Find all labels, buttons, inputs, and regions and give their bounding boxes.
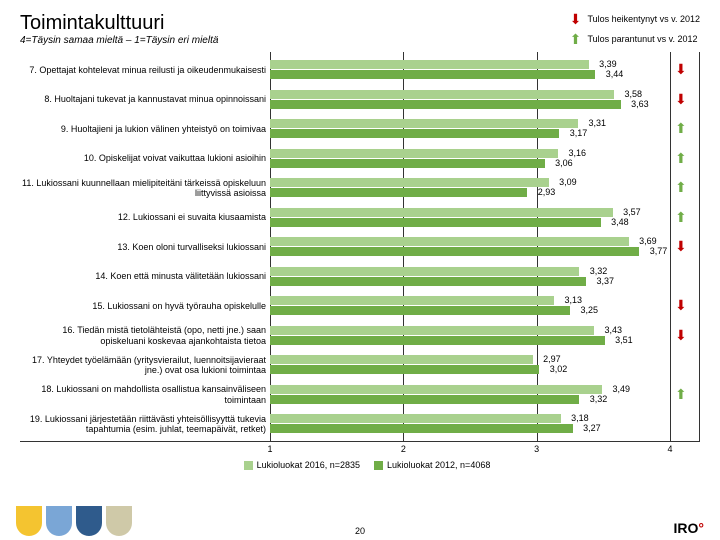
bar-value: 2,97 [543,354,561,364]
xtick: 2 [401,444,406,454]
bar-value: 3,32 [590,394,608,404]
arrow-up-icon: ⬆ [675,180,687,194]
xtick: 1 [267,444,272,454]
item-label: 10. Opiskelijat voivat vaikuttaa lukioni… [20,153,270,163]
item-label: 13. Koen oloni turvalliseksi lukiossani [20,242,270,252]
bar: 3,48 [270,218,601,227]
legend-swatch [374,461,383,470]
arrow-down-icon: ⬇ [675,298,687,312]
bar-value: 3,02 [550,364,568,374]
bar: 3,32 [270,267,579,276]
bar-value: 3,13 [564,295,582,305]
bar: 3,39 [270,60,589,69]
arrow-down-icon: ⬇ [675,92,687,106]
legend-label: Lukioluokat 2016, n=2835 [257,460,360,470]
item-label: 7. Opettajat kohtelevat minua reilusti j… [20,65,270,75]
bar: 3,27 [270,424,573,433]
bar-value: 3,57 [623,207,641,217]
bar: 2,93 [270,188,527,197]
bar: 3,44 [270,70,595,79]
item-label: 17. Yhteydet työelämään (yritysvierailut… [20,355,270,376]
trend-legend: ⬇ Tulos heikentynyt vs v. 2012 ⬆ Tulos par… [569,12,700,46]
bar: 3,32 [270,395,579,404]
bar: 3,13 [270,296,554,305]
bar: 3,37 [270,277,586,286]
bar-value: 3,17 [570,128,588,138]
bar: 3,63 [270,100,621,109]
page-title: Toimintakulttuuri [20,12,218,35]
logo: IRO° [674,520,705,536]
arrow-down-icon: ⬇ [675,328,687,342]
bar: 3,43 [270,326,594,335]
crest-icon [16,506,42,536]
trend-worse-label: Tulos heikentynyt vs v. 2012 [587,14,700,24]
bar-value: 3,16 [568,148,586,158]
item-label: 12. Lukiossani ei suvaita kiusaamista [20,212,270,222]
series-legend: Lukioluokat 2016, n=2835 Lukioluokat 2012… [20,460,700,470]
bar: 3,69 [270,237,629,246]
xtick: 4 [667,444,672,454]
bar-value: 3,77 [650,246,668,256]
bar: 3,57 [270,208,613,217]
bar-value: 2,93 [538,187,556,197]
item-label: 19. Lukiossani järjestetään riittävästi … [20,414,270,435]
crest-icon [46,506,72,536]
legend-label: Lukioluokat 2012, n=4068 [387,460,490,470]
crest-icon [106,506,132,536]
bar-value: 3,06 [555,158,573,168]
page-number: 20 [355,526,365,536]
item-label: 14. Koen että minusta välitetään lukioss… [20,271,270,281]
crest-icon [76,506,102,536]
bar-value: 3,18 [571,413,589,423]
bar: 3,17 [270,129,559,138]
bar-value: 3,49 [612,384,630,394]
arrow-up-icon: ⬆ [675,121,687,135]
item-label: 11. Lukiossani kuunnellaan mielipiteitän… [20,178,270,199]
bar-value: 3,48 [611,217,629,227]
legend-swatch [244,461,253,470]
arrow-up-icon: ⬆ [675,387,687,401]
item-label: 15. Lukiossani on hyvä työrauha opiskelu… [20,301,270,311]
bar-value: 3,32 [590,266,608,276]
bar: 3,06 [270,159,545,168]
bar: 3,58 [270,90,614,99]
item-label: 16. Tiedän mistä tietolähteistä (opo, ne… [20,325,270,346]
chart: ⬇ ⬇ ⬆ ⬆ ⬆ ⬆ ⬇ ⬇ ⬇ ⬆ 7. Opettajat kohtelevat minua … [20,52,700,470]
bar-value: 3,69 [639,236,657,246]
bar: 3,18 [270,414,561,423]
bar: 3,51 [270,336,605,345]
bar: 2,97 [270,355,533,364]
arrow-up-icon: ⬆ [675,210,687,224]
arrow-up-icon: ⬆ [675,151,687,165]
trend-better-label: Tulos parantunut vs v. 2012 [587,34,697,44]
arrow-down-icon: ⬇ [675,239,687,253]
bar-value: 3,44 [606,69,624,79]
bar-value: 3,39 [599,59,617,69]
bar-value: 3,09 [559,177,577,187]
bar: 3,77 [270,247,639,256]
item-label: 9. Huoltajieni ja lukion välinen yhteist… [20,124,270,134]
bar: 3,09 [270,178,549,187]
bar-value: 3,31 [588,118,606,128]
crests [16,506,132,536]
bar: 3,25 [270,306,570,315]
arrow-down-icon: ⬇ [675,62,687,76]
bar: 3,02 [270,365,539,374]
subtitle: 4=Täysin samaa mieltä – 1=Täysin eri mie… [20,35,218,46]
bar-value: 3,43 [604,325,622,335]
bar: 3,49 [270,385,602,394]
bar-value: 3,27 [583,423,601,433]
item-label: 8. Huoltajani tukevat ja kannustavat min… [20,94,270,104]
arrow-down-icon: ⬇ [569,12,581,26]
bar-value: 3,37 [596,276,614,286]
bar-value: 3,25 [580,305,598,315]
bar-value: 3,63 [631,99,649,109]
bar: 3,16 [270,149,558,158]
arrow-up-icon: ⬆ [569,32,581,46]
item-label: 18. Lukiossani on mahdollista osallistua… [20,384,270,405]
bar-value: 3,51 [615,335,633,345]
bar-value: 3,58 [624,89,642,99]
bar: 3,31 [270,119,578,128]
xtick: 3 [534,444,539,454]
